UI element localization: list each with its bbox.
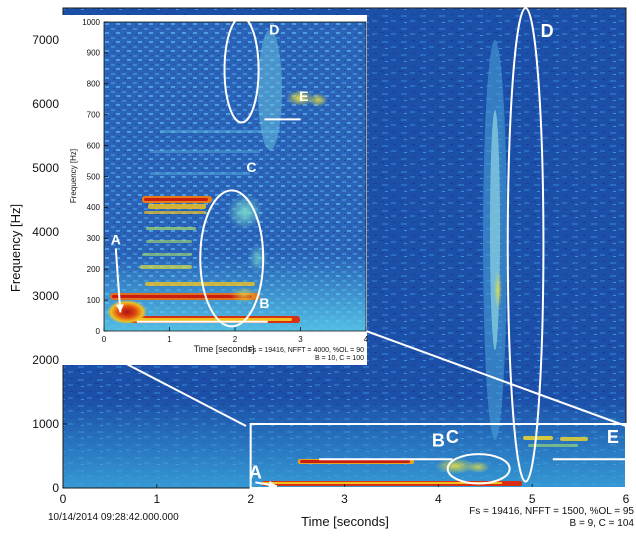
inset-spectrogram: 0 1 2 3 4 0 100 200 300 400 500 600 700 800 900 1000 A… xyxy=(62,15,369,365)
inset-annotations: A B C D E xyxy=(111,16,308,328)
recording-timestamp: 10/14/2014 09:28:42.000.000 xyxy=(48,512,179,523)
inset-annotation-e: E xyxy=(299,88,308,104)
inset-x-tick-label: 4 xyxy=(364,335,369,344)
inset-ellipse-d xyxy=(223,16,260,124)
main-ellipse-d xyxy=(506,7,545,483)
main-x-tick-label: 0 xyxy=(60,492,67,506)
inset-x-tick-label: 3 xyxy=(298,335,303,344)
inset-y-tick-label: 700 xyxy=(87,111,101,120)
inset-y-tick-label: 0 xyxy=(96,327,101,336)
inset-y-tick-label: 800 xyxy=(87,80,101,89)
main-y-axis: 0 1000 2000 3000 4000 5000 6000 7000 xyxy=(32,33,67,495)
inset-y-tick-label: 100 xyxy=(87,296,101,305)
inset-y-tick-label: 600 xyxy=(87,141,101,150)
main-ellipse-c xyxy=(446,453,511,485)
inset-y-axis-label: Frequency [Hz] xyxy=(69,149,78,203)
inset-annotation-d: D xyxy=(269,21,279,37)
main-annotation-a: A xyxy=(249,462,262,482)
inset-y-tick-label: 900 xyxy=(87,49,101,58)
main-annotations: AB CDE xyxy=(249,7,626,489)
inset-y-tick-label: 400 xyxy=(87,203,101,212)
inset-spectral-features xyxy=(104,30,366,331)
inset-y-axis: 0 100 200 300 400 500 600 700 800 900 1000 xyxy=(82,18,108,336)
main-x-tick-label: 2 xyxy=(247,492,254,506)
inset-x-axis-label: Time [seconds] xyxy=(194,344,255,354)
main-x-tick-label: 1 xyxy=(153,492,160,506)
inset-params-line1: Fs = 19416, NFFT = 4000, %OL = 90 xyxy=(249,347,364,354)
inset-x-tick-label: 2 xyxy=(233,335,238,344)
inset-annotation-c: C xyxy=(246,159,256,175)
inset-y-tick-label: 1000 xyxy=(82,18,100,27)
inset-x-tick-label: 0 xyxy=(102,335,107,344)
main-y-tick-label: 1000 xyxy=(32,417,59,431)
main-annotation-b: B xyxy=(432,430,445,450)
zoom-region-box xyxy=(249,423,628,489)
main-annotation-c: C xyxy=(446,427,459,447)
inset-y-tick-label: 200 xyxy=(87,265,101,274)
main-y-tick-label: 6000 xyxy=(32,97,59,111)
inset-y-tick-label: 300 xyxy=(87,234,101,243)
main-y-tick-label: 5000 xyxy=(32,161,59,175)
zoom-connector-right xyxy=(365,330,627,427)
main-x-axis-label: Time [seconds] xyxy=(301,514,389,529)
main-y-tick-label: 7000 xyxy=(32,33,59,47)
inset-annotation-b: B xyxy=(259,295,269,311)
main-params-line2: B = 9, C = 104 xyxy=(570,518,635,529)
main-y-tick-label: 3000 xyxy=(32,289,59,303)
main-y-tick-label: 0 xyxy=(52,481,59,495)
main-annotation-d: D xyxy=(541,21,554,41)
main-y-tick-label: 4000 xyxy=(32,225,59,239)
inset-arrow-a xyxy=(114,248,122,313)
main-x-tick-label: 4 xyxy=(435,492,442,506)
main-arrowhead-a xyxy=(268,480,277,489)
inset-x-axis: 0 1 2 3 4 xyxy=(102,327,369,344)
main-spectral-features xyxy=(63,40,626,488)
inset-annotation-a: A xyxy=(111,231,121,247)
main-x-tick-label: 3 xyxy=(341,492,348,506)
main-annotation-e: E xyxy=(607,427,619,447)
inset-arrowhead-a xyxy=(115,304,124,313)
main-params-line1: Fs = 19416, NFFT = 1500, %OL = 95 xyxy=(469,506,634,517)
main-y-tick-label: 2000 xyxy=(32,353,59,367)
main-x-tick-label: 6 xyxy=(623,492,630,506)
inset-ellipse-c xyxy=(199,189,265,328)
inset-x-tick-label: 1 xyxy=(167,335,172,344)
main-x-tick-label: 5 xyxy=(529,492,536,506)
inset-params-line2: B = 10, C = 100 xyxy=(315,355,364,362)
inset-y-tick-label: 500 xyxy=(87,172,101,181)
main-y-axis-label: Frequency [Hz] xyxy=(8,204,23,292)
